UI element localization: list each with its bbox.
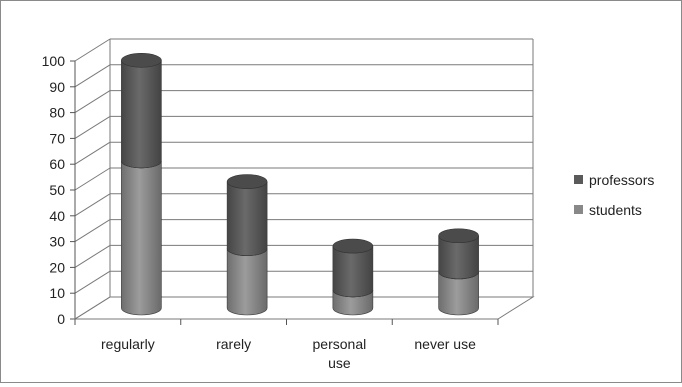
x-category-label: rarely	[216, 336, 251, 352]
side-wall-line	[74, 244, 111, 268]
bar-professors	[121, 60, 162, 169]
floor	[73, 296, 535, 320]
side-wall-line	[74, 193, 111, 217]
bar-segment-edge	[332, 289, 374, 298]
y-tick-label: 70	[49, 130, 65, 146]
legend: professors students	[574, 172, 654, 218]
x-category-label: personal use	[313, 336, 367, 371]
bar-students	[121, 160, 162, 316]
y-tick-label: 10	[49, 285, 65, 301]
side-wall-line	[74, 141, 111, 165]
side-wall-line	[74, 167, 111, 191]
bar-segment-edge	[438, 271, 479, 280]
side-wall-line	[74, 219, 111, 243]
y-tick-label: 40	[49, 208, 65, 224]
axis-labels: 0 10 20 30 40 50 60 70 80 90 100 regularly rarely per…	[42, 53, 476, 371]
side-wall-line	[74, 38, 111, 62]
x-category-label: never use	[414, 336, 476, 352]
legend-swatch-students	[574, 205, 583, 214]
side-wall-line	[74, 64, 111, 88]
bar-segment-edge	[226, 248, 268, 256]
bar-top-cap	[438, 228, 479, 244]
side-wall-line	[74, 90, 111, 114]
x-category-label: regularly	[101, 336, 155, 352]
bar-top-cap	[121, 53, 162, 68]
bar-group	[226, 174, 268, 316]
bar-top-cap	[332, 238, 374, 254]
bar-segment-edge	[121, 160, 162, 169]
bar-professors	[226, 181, 268, 256]
y-tick-label: 80	[49, 105, 65, 121]
y-tick-label: 100	[42, 53, 66, 69]
bar-group	[438, 228, 479, 316]
bar-group	[121, 53, 162, 316]
side-wall-line	[74, 270, 111, 294]
y-tick-label: 50	[49, 182, 65, 198]
y-tick-label: 20	[49, 259, 65, 275]
bar-group	[332, 238, 374, 316]
bars	[121, 53, 479, 316]
y-tick-label: 30	[49, 234, 65, 250]
bar-students	[226, 248, 268, 316]
bar-professors	[332, 246, 374, 298]
y-tick-label: 60	[49, 156, 65, 172]
plot-walls	[70, 38, 535, 325]
side-wall-line	[74, 115, 111, 139]
legend-swatch-professors	[574, 175, 583, 184]
legend-label-professors: professors	[589, 172, 654, 188]
legend-label-students: students	[589, 202, 642, 218]
y-tick-label: 90	[49, 79, 65, 95]
bar-top-cap	[226, 174, 268, 189]
y-tick-label: 0	[57, 311, 65, 327]
